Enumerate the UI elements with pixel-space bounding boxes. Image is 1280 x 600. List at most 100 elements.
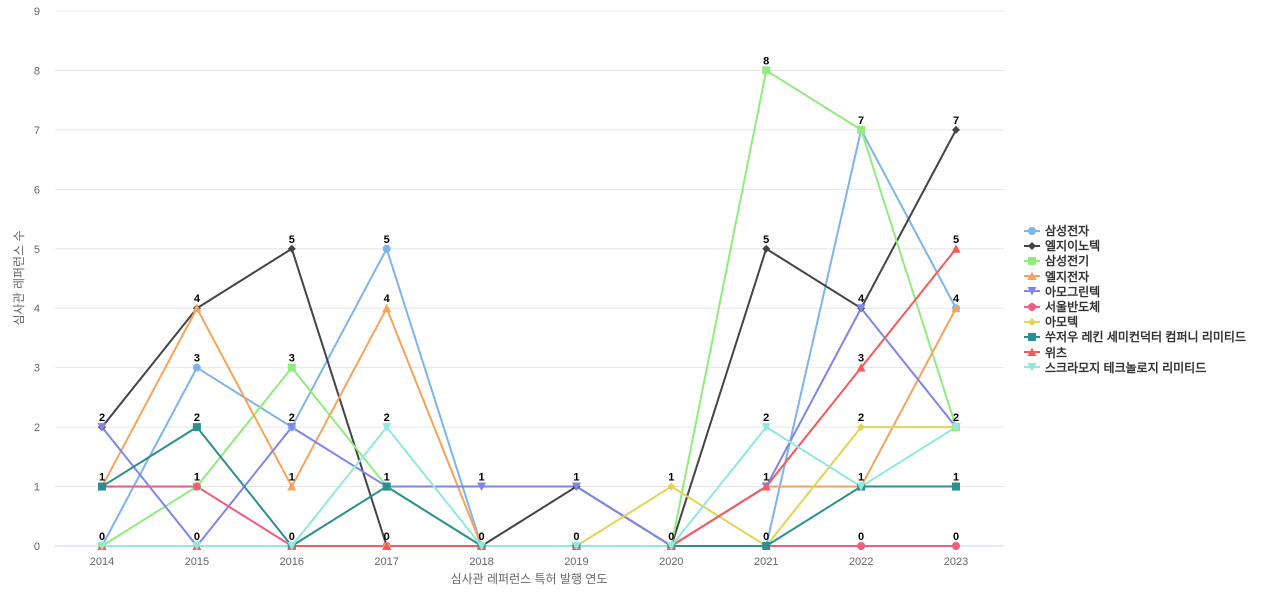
legend-symbol[interactable] (1028, 241, 1036, 250)
data-label: 4 (858, 293, 865, 305)
data-point[interactable] (857, 542, 866, 550)
data-point[interactable] (382, 244, 391, 253)
data-label: 4 (194, 293, 201, 305)
data-label: 2 (194, 412, 200, 424)
y-tick-label: 7 (34, 125, 40, 137)
data-label: 5 (953, 234, 959, 246)
data-point[interactable] (952, 482, 960, 491)
y-tick-label: 8 (34, 65, 40, 77)
data-point[interactable] (856, 482, 866, 492)
data-point[interactable] (287, 363, 296, 372)
data-label: 0 (194, 531, 200, 543)
legend-item[interactable]: 엘지전자 (1024, 269, 1246, 284)
legend-symbol[interactable] (1027, 287, 1037, 296)
data-point[interactable] (951, 244, 961, 253)
data-point[interactable] (856, 363, 866, 372)
data-label: 0 (478, 531, 484, 543)
data-label: 1 (99, 472, 105, 484)
legend-item[interactable]: 삼성전자 (1024, 223, 1246, 238)
data-point[interactable] (952, 542, 960, 550)
legend-symbol[interactable] (1027, 363, 1037, 372)
x-tick-label: 2021 (754, 556, 778, 568)
data-label: 1 (478, 472, 484, 484)
legend-item[interactable]: 아모그린텍 (1024, 284, 1246, 299)
data-label: 0 (953, 531, 959, 543)
legend-symbol[interactable] (1028, 226, 1036, 235)
data-point[interactable] (952, 125, 960, 134)
data-label: 0 (668, 531, 674, 543)
data-point[interactable] (762, 244, 771, 253)
legend-item[interactable]: 삼성전기 (1024, 253, 1246, 268)
data-point[interactable] (382, 482, 391, 491)
legend-label: 엘지이노텍 (1045, 239, 1101, 254)
data-point[interactable] (667, 482, 676, 491)
legend-label: 서울반도체 (1045, 300, 1101, 315)
legend-symbol[interactable] (1027, 271, 1037, 281)
data-point[interactable] (571, 542, 581, 551)
legend-marker-icon (1024, 317, 1040, 326)
legend-symbol[interactable] (1028, 332, 1036, 341)
data-label: 8 (763, 55, 769, 67)
series-line (102, 425, 957, 547)
legend-item[interactable]: 아모텍 (1024, 314, 1246, 329)
legend-symbol[interactable] (1028, 317, 1036, 326)
data-point[interactable] (192, 363, 201, 372)
legend: 삼성전자 엘지이노텍 삼성전기 엘지전자 아모그린텍 서울반도체 아모텍 쑤저우 레킨 세미컨… (1024, 223, 1246, 375)
legend-item[interactable]: 쑤저우 레킨 세미컨덕터 컴퍼니 리미티드 (1024, 329, 1246, 344)
data-point[interactable] (857, 423, 866, 432)
data-label: 0 (384, 531, 390, 543)
legend-symbol[interactable] (1028, 302, 1036, 311)
data-label: 1 (289, 472, 295, 484)
legend-label: 스크라모지 테크놀로지 리미티드 (1045, 360, 1207, 375)
data-point[interactable] (287, 244, 296, 253)
legend-label: 삼성전자 (1045, 224, 1090, 239)
legend-symbol[interactable] (1028, 256, 1036, 265)
data-point[interactable] (98, 482, 106, 491)
data-point[interactable] (192, 423, 201, 432)
series-line (102, 248, 957, 547)
data-point[interactable] (287, 482, 297, 491)
y-tick-label: 4 (34, 303, 40, 315)
data-label: 5 (289, 234, 295, 246)
data-label: 7 (953, 115, 959, 127)
legend-symbol[interactable] (1027, 347, 1037, 357)
data-point[interactable] (571, 482, 581, 492)
data-point[interactable] (97, 423, 107, 432)
data-point[interactable] (287, 542, 297, 551)
legend-label: 위츠 (1045, 345, 1068, 360)
data-point[interactable] (762, 542, 771, 550)
data-point[interactable] (97, 542, 107, 551)
legend-label: 쑤저우 레킨 세미컨덕터 컴퍼니 리미티드 (1045, 330, 1247, 345)
data-point[interactable] (477, 482, 487, 492)
data-point[interactable] (666, 542, 676, 551)
y-tick-label: 1 (34, 482, 40, 494)
legend-item[interactable]: 서울반도체 (1024, 299, 1246, 314)
data-point[interactable] (477, 542, 487, 551)
data-point[interactable] (287, 423, 297, 432)
x-tick-label: 2014 (90, 556, 114, 568)
data-point[interactable] (762, 66, 771, 75)
data-point[interactable] (192, 542, 202, 551)
data-point[interactable] (761, 423, 771, 432)
x-tick-label: 2018 (469, 556, 493, 568)
legend-label: 엘지전자 (1045, 269, 1090, 284)
series-line (101, 127, 957, 547)
data-point[interactable] (382, 541, 392, 551)
legend-item[interactable]: 위츠 (1024, 345, 1246, 360)
data-point[interactable] (192, 482, 201, 491)
data-point[interactable] (761, 482, 771, 491)
legend-item[interactable]: 엘지이노텍 (1024, 238, 1246, 253)
data-point[interactable] (951, 423, 961, 432)
data-point[interactable] (382, 423, 392, 432)
legend-item[interactable]: 스크라모지 테크놀로지 리미티드 (1024, 360, 1246, 375)
data-point[interactable] (192, 303, 202, 313)
data-point[interactable] (951, 303, 961, 313)
legend-label: 삼성전기 (1045, 254, 1090, 269)
data-point[interactable] (857, 125, 866, 134)
data-point[interactable] (856, 304, 866, 313)
data-point[interactable] (382, 303, 392, 313)
y-tick-label: 0 (34, 541, 40, 553)
legend-marker-icon (1024, 347, 1040, 357)
data-label: 2 (384, 412, 390, 424)
data-label: 5 (384, 234, 390, 246)
